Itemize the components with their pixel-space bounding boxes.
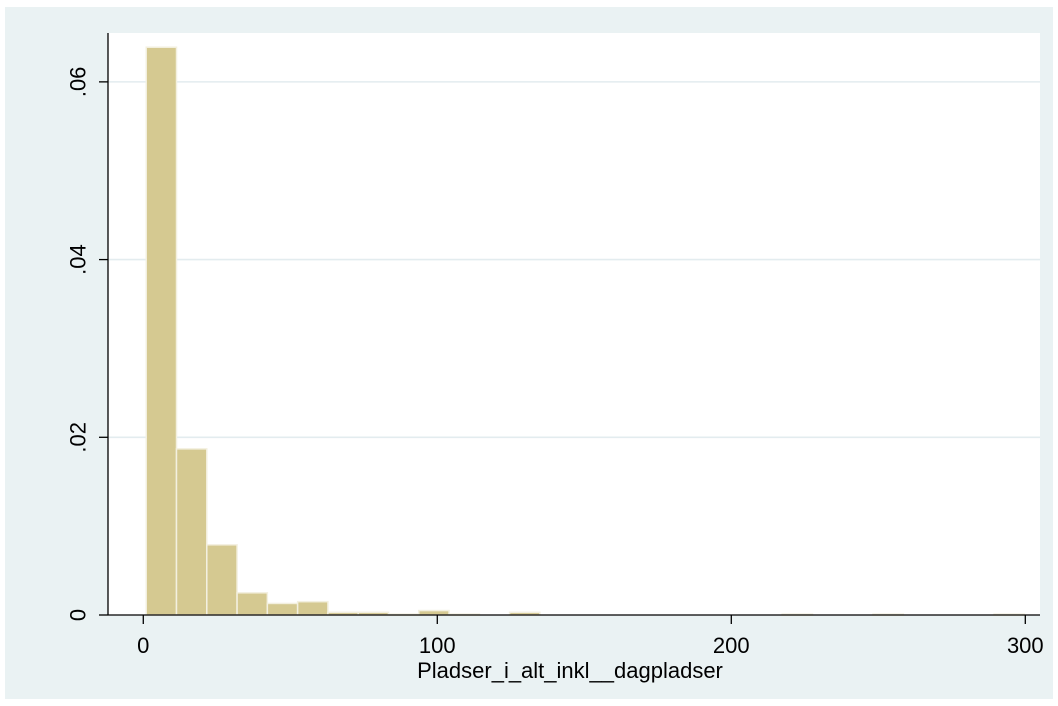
- histogram-bar: [145, 46, 178, 616]
- gridlines: [108, 81, 1040, 439]
- axes: [99, 33, 1040, 624]
- histogram-bar: [206, 544, 238, 616]
- histogram-bars: [145, 46, 1026, 617]
- histogram-bar: [296, 600, 329, 616]
- histogram-bar: [236, 592, 269, 616]
- y-tick-label: 0: [66, 609, 91, 621]
- x-tick-label: 100: [419, 633, 456, 658]
- x-axis-title: Pladser_i_alt_inkl__dagpladser: [417, 658, 723, 683]
- histogram-bar: [266, 602, 299, 616]
- tick-labels: 0 .02 .04 .06 0 100 200 300: [66, 67, 1044, 658]
- x-tick-label: 200: [713, 633, 750, 658]
- y-tick-label: .02: [66, 422, 91, 453]
- histogram-bar: [418, 609, 450, 616]
- y-tick-label: .06: [66, 67, 91, 98]
- x-tick-label: 300: [1007, 633, 1044, 658]
- histogram-bar: [175, 448, 208, 616]
- y-tick-label: .04: [66, 244, 91, 275]
- plot-area: [108, 33, 1040, 615]
- x-tick-label: 0: [137, 633, 149, 658]
